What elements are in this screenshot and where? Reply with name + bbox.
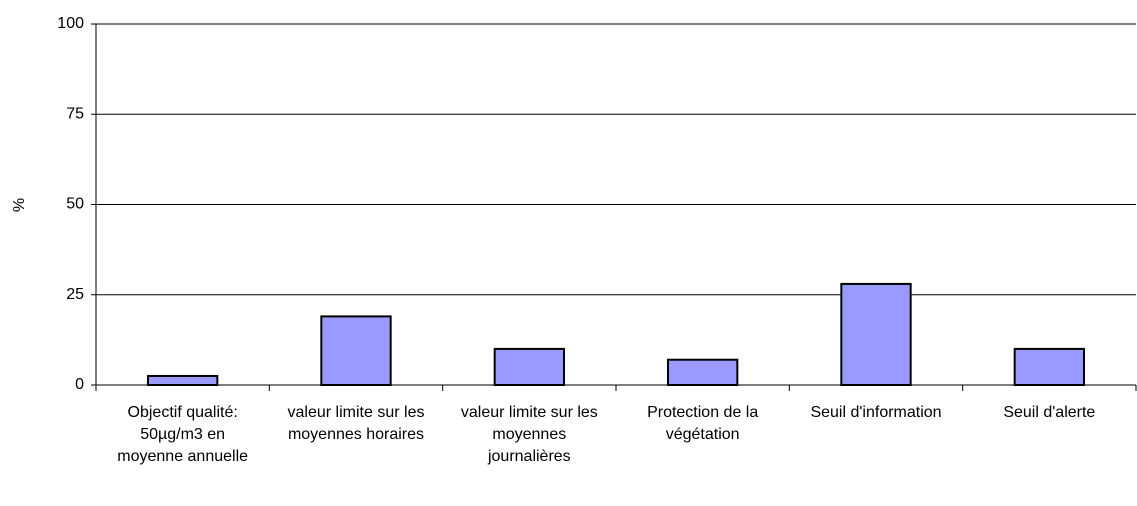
x-tick-label: Protection de la végétation: [647, 404, 759, 443]
y-tick-label: 100: [57, 15, 84, 32]
y-tick-label: 75: [66, 105, 84, 122]
bar: [493, 347, 565, 386]
bar: [1013, 347, 1086, 386]
y-axis-label: %: [11, 198, 28, 212]
bar: [667, 358, 739, 387]
x-tick-label: Seuil d'information: [810, 404, 942, 421]
bar: [840, 282, 912, 387]
x-tick-label: valeur limite sur les moyennes journaliè…: [460, 404, 598, 465]
bar: [147, 374, 219, 387]
y-tick-label: 25: [66, 286, 84, 303]
y-tick-label: 0: [75, 376, 84, 393]
y-tick-label: 50: [66, 196, 84, 213]
x-tick-label: Seuil d'alerte: [1003, 404, 1096, 421]
x-tick-label: valeur limite sur les moyennes horaires: [287, 404, 425, 443]
x-tick-label: Objectif qualité: 50µg/m3 en moyenne ann…: [117, 404, 249, 465]
bar: [320, 315, 392, 386]
